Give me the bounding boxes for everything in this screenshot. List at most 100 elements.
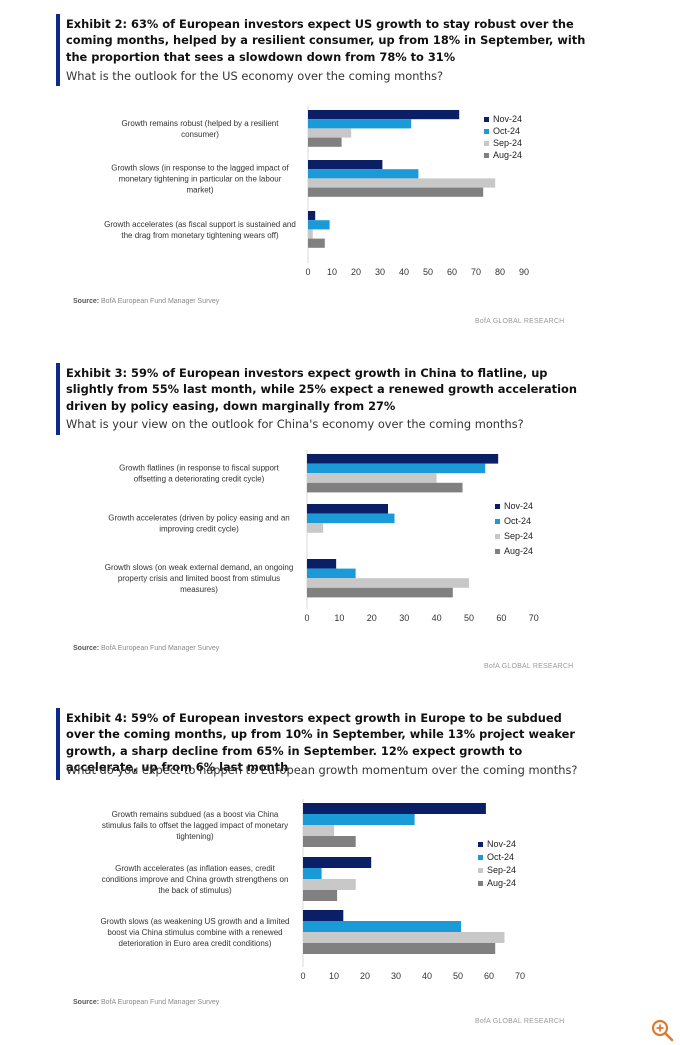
legend-label: Nov-24 [487,839,516,849]
x-tick-label: 40 [432,613,442,623]
legend-swatch [484,117,489,122]
category-label: consumer) [181,130,219,139]
legend-label: Sep-24 [504,531,533,541]
bar-nov-24 [308,160,383,170]
x-tick-label: 20 [351,267,361,277]
x-tick-label: 60 [484,971,494,981]
x-tick-label: 40 [399,267,409,277]
exhibit-title: Exhibit 3: 59% of European investors exp… [66,366,577,413]
legend-label: Aug-24 [504,546,533,556]
bar-nov-24 [307,559,337,569]
exhibit-subtitle: What is the outlook for the US economy o… [66,69,444,83]
x-tick-label: 50 [423,267,433,277]
legend-label: Nov-24 [504,501,533,511]
bar-oct-24 [307,463,486,474]
x-tick-label: 90 [519,267,529,277]
x-tick-label: 10 [327,267,337,277]
x-tick-label: 20 [360,971,370,981]
legend-swatch [478,868,483,873]
bar-nov-24 [308,110,460,120]
exhibit-subtitle: What is your view on the outlook for Chi… [66,417,524,431]
category-label: property crisis and limited boost from s… [118,574,280,583]
x-tick-label: 10 [329,971,339,981]
legend-label: Oct-24 [493,126,520,136]
legend-label: Nov-24 [493,114,522,124]
category-label: deterioration in Euro area credit condit… [119,939,272,948]
chart-exhibit-3: Growth flatlines (in response to fiscal … [105,450,539,623]
brand-label: BofA GLOBAL RESEARCH [484,663,574,670]
x-tick-label: 50 [464,613,474,623]
zoom-in-icon[interactable] [649,1017,675,1043]
bar-nov-24 [307,454,499,464]
category-label: the back of stimulus) [158,886,232,895]
exhibit-4: Exhibit 4: 59% of European investors exp… [0,685,680,1045]
bar-oct-24 [307,513,395,524]
bar-oct-24 [303,814,415,825]
bar-oct-24 [303,921,462,932]
bar-aug-24 [307,587,453,598]
exhibit-subtitle: What do you expect to happen to European… [66,763,578,777]
x-tick-label: 70 [515,971,525,981]
category-label: Growth accelerates (as fiscal support is… [104,220,296,229]
category-label: Growth slows (as weakening US growth and… [101,917,290,926]
source-note: Source: BofA European Fund Manager Surve… [73,645,220,652]
bar-sep-24 [303,825,334,836]
legend-label: Oct-24 [504,516,531,526]
category-label: Growth accelerates (driven by policy eas… [108,514,289,523]
exhibit-accent-bar [56,363,60,435]
x-tick-label: 70 [471,267,481,277]
bar-aug-24 [308,137,342,147]
category-label: Growth slows (on weak external demand, a… [105,563,294,572]
exhibit-accent-bar [56,708,60,780]
bar-oct-24 [308,119,412,129]
bar-aug-24 [303,943,496,954]
bar-nov-24 [303,857,372,868]
bar-nov-24 [308,211,316,221]
category-label: market) [186,185,213,194]
category-label: stimulus fails to offset the lagged impa… [102,821,288,830]
legend-swatch [495,549,500,554]
legend-label: Aug-24 [487,878,516,888]
bar-sep-24 [307,578,469,588]
bar-nov-24 [303,910,344,921]
bar-sep-24 [303,879,356,890]
category-label: the drag from monetary tightening wears … [121,231,279,240]
bar-aug-24 [308,238,325,248]
x-tick-label: 0 [300,971,305,981]
bar-sep-24 [308,128,352,138]
x-tick-label: 30 [399,613,409,623]
bar-sep-24 [308,229,313,239]
x-tick-label: 70 [529,613,539,623]
x-tick-label: 80 [495,267,505,277]
legend-label: Aug-24 [493,150,522,160]
exhibit-3: Exhibit 3: 59% of European investors exp… [0,340,680,685]
bar-sep-24 [307,473,437,483]
x-tick-label: 0 [304,613,309,623]
legend-swatch [478,855,483,860]
bar-aug-24 [307,482,463,493]
bar-oct-24 [308,220,330,230]
bar-sep-24 [307,523,324,533]
exhibit-title: Exhibit 2: 63% of European investors exp… [66,17,586,64]
brand-label: BofA GLOBAL RESEARCH [475,1018,565,1025]
bar-oct-24 [303,868,322,879]
exhibit-2: Exhibit 2: 63% of European investors exp… [0,0,680,340]
legend-swatch [478,881,483,886]
chart-exhibit-4: Growth remains subdued (as a boost via C… [101,799,525,981]
bar-aug-24 [303,836,356,847]
x-tick-label: 60 [496,613,506,623]
legend-swatch [484,141,489,146]
source-note: Source: BofA European Fund Manager Surve… [73,999,220,1006]
bar-aug-24 [308,187,484,197]
category-label: Growth accelerates (as inflation eases, … [115,864,275,873]
category-label: monetary tightening in particular on the… [119,174,282,183]
brand-label: BofA GLOBAL RESEARCH [475,318,565,325]
legend-swatch [495,534,500,539]
category-label: Growth remains robust (helped by a resil… [122,119,280,128]
x-tick-label: 30 [375,267,385,277]
x-tick-label: 40 [422,971,432,981]
legend-label: Oct-24 [487,852,514,862]
category-label: Growth remains subdued (as a boost via C… [112,810,279,819]
x-tick-label: 20 [367,613,377,623]
bar-sep-24 [303,932,505,943]
